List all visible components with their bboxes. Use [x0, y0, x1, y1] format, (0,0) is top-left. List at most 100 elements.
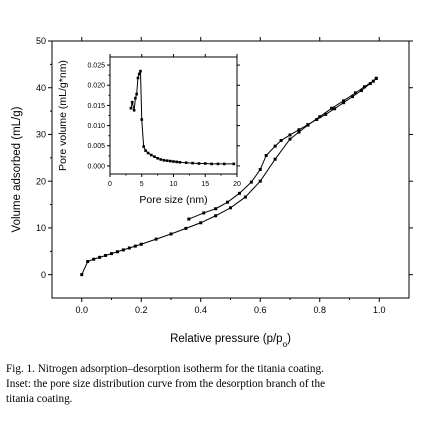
main-data-point [342, 101, 346, 105]
inset-data-point [223, 162, 226, 166]
main-y-tick-label: 20 [36, 176, 46, 186]
inset-data-point [210, 162, 213, 166]
main-data-point [374, 76, 378, 80]
main-data-point [92, 257, 96, 261]
inset-x-tick-label: 20 [233, 181, 241, 188]
inset-y-axis-label: Pore volume (mL/g*nm) [57, 60, 69, 171]
inset-data-point [184, 161, 188, 165]
inset-x-tick-label: 0 [108, 181, 112, 188]
inset-data-point [191, 161, 194, 165]
inset-data-point [149, 153, 153, 157]
main-data-point [279, 139, 283, 143]
main-y-axis-label: Volume adsorbed (mL/g) [11, 106, 23, 232]
main-data-point [169, 232, 173, 236]
inset-data-point [130, 100, 134, 104]
main-data-point [288, 133, 292, 137]
main-data-point [258, 179, 262, 183]
main-frame [51, 40, 410, 299]
inset-data-point [232, 162, 236, 166]
main-data-point [318, 115, 322, 119]
caption-line-3: titania coating. [6, 393, 73, 405]
inset-data-point [169, 159, 172, 163]
inset-data-point [136, 76, 140, 80]
main-data-point [154, 237, 158, 241]
main-y-tick-label: 0 [41, 270, 46, 280]
main-data-point [273, 157, 277, 161]
main-data-point [330, 106, 334, 110]
inset-data-point [165, 159, 169, 162]
main-data-point [98, 255, 102, 259]
main-data-point [127, 246, 131, 250]
inset-plot: 0 5 10 15 20 0.000 0.005 0.010 0.015 0.020 0.025 Po… [57, 54, 241, 206]
x-axis-label-main: Relative pressure (p/p [170, 333, 283, 345]
main-data-point [362, 85, 366, 89]
main-data-point [306, 123, 310, 127]
inset-data-point [159, 158, 163, 161]
main-data-point [249, 180, 253, 184]
main-y-tick-label: 10 [36, 223, 46, 233]
inset-y-tick-label: 0.025 [87, 63, 105, 70]
main-x-tick-label: 0.8 [313, 305, 326, 315]
caption-line-1: Fig. 1. Nitrogen adsorption–desorption i… [6, 363, 324, 375]
inset-data-point [144, 149, 147, 152]
inset-data-point [175, 160, 178, 164]
main-x-tick-label: 0.6 [254, 305, 267, 315]
inset-y-tick-label: 0.015 [87, 103, 105, 110]
inset-data-point [139, 69, 142, 73]
inset-data-point [162, 158, 166, 162]
main-data-point [214, 214, 218, 218]
inset-data-point [135, 92, 138, 96]
caption-line-2: Inset: the pore size distribution curve … [6, 378, 326, 390]
inset-y-tick-label: 0.020 [87, 83, 105, 90]
inset-frame [109, 56, 238, 175]
main-data-point [139, 242, 143, 246]
inset-y-tick-label: 0.010 [87, 123, 105, 130]
main-data-point [258, 168, 262, 171]
main-data-point [187, 217, 191, 221]
main-data-point [80, 273, 84, 277]
main-data-point [288, 137, 292, 141]
main-data-point [115, 250, 119, 254]
main-data-point [353, 91, 357, 95]
main-data-point [368, 82, 372, 86]
inset-x-tick-label: 15 [201, 181, 209, 188]
inset-y-tick-label: 0.000 [87, 163, 105, 170]
inset-data-point [153, 155, 156, 158]
main-y-tick-label: 40 [36, 83, 46, 93]
main-data-point [297, 130, 301, 134]
inset-data-point [137, 72, 141, 76]
main-data-point [202, 211, 206, 215]
inset-data-point [140, 118, 144, 121]
main-x-tick-label: 0.4 [194, 305, 207, 315]
main-data-point [264, 153, 268, 157]
main-data-point [350, 95, 354, 99]
main-y-tick-label: 50 [36, 36, 46, 46]
figure-caption: Fig. 1. Nitrogen adsorption–desorption i… [6, 362, 436, 407]
main-data-point [199, 221, 203, 225]
x-axis-label-subscript: o [283, 340, 288, 349]
main-data-point [229, 206, 232, 210]
inset-data-point [203, 162, 207, 165]
inset-x-tick-label: 10 [170, 181, 178, 188]
inset-data-point [129, 106, 133, 110]
main-data-point [315, 118, 319, 122]
inset-x-axis-label: Pore size (nm) [139, 194, 207, 206]
main-data-point [110, 252, 113, 256]
x-axis-label-end: ) [287, 333, 291, 345]
main-data-point [359, 89, 363, 93]
inset-data-point [216, 162, 220, 166]
inset-data-point [146, 151, 150, 155]
inset-x-tick-label: 5 [140, 181, 144, 188]
main-y-tick-label: 30 [36, 130, 46, 140]
main-data-point [243, 195, 247, 199]
inset-data-point [142, 145, 145, 148]
main-x-tick-label: 0.2 [135, 305, 148, 315]
inset-data-point [197, 162, 201, 165]
main-data-point [133, 244, 137, 248]
main-x-tick-label: 0.0 [75, 305, 88, 315]
main-data-point [333, 107, 337, 111]
main-data-point [86, 260, 90, 264]
main-data-point [342, 99, 346, 103]
inset-data-point [156, 156, 159, 160]
